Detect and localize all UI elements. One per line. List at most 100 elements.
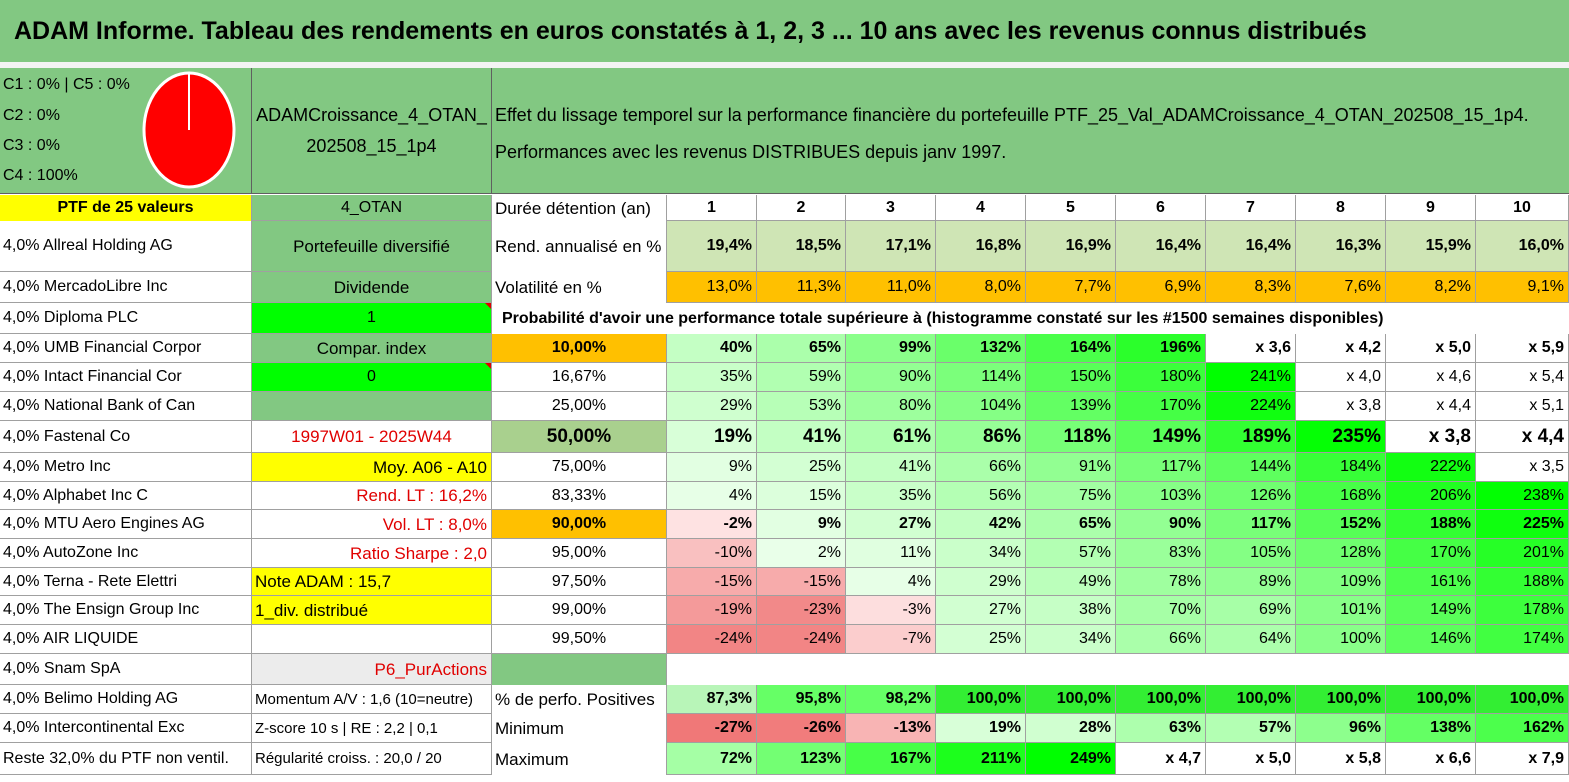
minimum-value: 138% — [1386, 714, 1476, 743]
momentum-label: Momentum A/V : 1,6 (10=neutre) — [252, 685, 492, 714]
probability-level: 75,00% — [492, 453, 667, 482]
probability-value: 19% — [667, 421, 757, 453]
probability-value: 117% — [1116, 453, 1206, 482]
probability-value: 41% — [757, 421, 846, 453]
probability-value: 241% — [1206, 363, 1296, 392]
year-header: 4 — [936, 195, 1026, 221]
probability-value: 224% — [1206, 392, 1296, 421]
volatility-value: 8,0% — [936, 272, 1026, 303]
index-label: Compar. index — [252, 334, 492, 363]
holding-row: 4,0% MercadoLibre Inc — [0, 272, 252, 303]
holding-row: 4,0% Alphabet Inc C — [0, 482, 252, 510]
probability-value: 184% — [1296, 453, 1386, 482]
dividend-label: Dividende — [252, 272, 492, 303]
positive-label: % de perfo. Positives — [492, 685, 667, 714]
probability-value: 66% — [1116, 625, 1206, 654]
pie-legend-c3: C3 : 0% — [3, 137, 60, 154]
holding-row: 4,0% Intact Financial Cor — [0, 363, 252, 392]
probability-value: 9% — [667, 453, 757, 482]
probability-value: 117% — [1206, 510, 1296, 539]
average-label: Moy. A06 - A10 — [252, 453, 492, 482]
year-header: 7 — [1206, 195, 1296, 221]
probability-value: 41% — [846, 453, 936, 482]
comment-marker-icon — [485, 363, 491, 369]
probability-value: x 4,6 — [1386, 363, 1476, 392]
probability-value: 40% — [667, 334, 757, 363]
adam-note: Note ADAM : 15,7 — [252, 568, 492, 596]
probability-value: 201% — [1476, 539, 1569, 568]
return-value: 16,4% — [1116, 221, 1206, 272]
probability-value: 56% — [936, 482, 1026, 510]
probability-value: 149% — [1386, 596, 1476, 625]
probability-value: 103% — [1116, 482, 1206, 510]
pie-legend: C1 : 0% | C5 : 0% C2 : 0% C3 : 0% C4 : 1… — [0, 68, 252, 194]
probability-value: 164% — [1026, 334, 1116, 363]
probability-value: 34% — [936, 539, 1026, 568]
probability-value: 91% — [1026, 453, 1116, 482]
probability-value: 114% — [936, 363, 1026, 392]
probability-value: 128% — [1296, 539, 1386, 568]
probability-value: 4% — [667, 482, 757, 510]
positive-value: 100,0% — [1026, 685, 1116, 714]
minimum-value: -27% — [667, 714, 757, 743]
volatility-value: 11,3% — [757, 272, 846, 303]
probability-value: 139% — [1026, 392, 1116, 421]
maximum-value: 249% — [1026, 743, 1116, 775]
portfolio-name-line2: 202508_15_1p4 — [306, 136, 437, 156]
diversified-label: Portefeuille diversifié — [252, 221, 492, 272]
year-header: 3 — [846, 195, 936, 221]
return-value: 19,4% — [667, 221, 757, 272]
portfolio-name-line1: ADAMCroissance_4_OTAN_ — [256, 105, 487, 125]
probability-value: x 4,4 — [1476, 421, 1569, 453]
long-term-volatility: Vol. LT : 8,0% — [252, 510, 492, 539]
probability-value: 65% — [757, 334, 846, 363]
pur-actions-label: P6_PurActions — [252, 654, 492, 685]
probability-value: 132% — [936, 334, 1026, 363]
probability-value: 66% — [936, 453, 1026, 482]
holding-row: 4,0% Diploma PLC — [0, 303, 252, 334]
probability-value: 69% — [1206, 596, 1296, 625]
return-value: 16,8% — [936, 221, 1026, 272]
holding-row: 4,0% Snam SpA — [0, 654, 252, 685]
probability-value: 170% — [1386, 539, 1476, 568]
year-header: 9 — [1386, 195, 1476, 221]
probability-value: x 5,1 — [1476, 392, 1569, 421]
minimum-value: 63% — [1116, 714, 1206, 743]
probability-value: -15% — [667, 568, 757, 596]
probability-value: -3% — [846, 596, 936, 625]
index-value: 0 — [252, 363, 492, 392]
probability-value: x 4,0 — [1296, 363, 1386, 392]
probability-value: 101% — [1296, 596, 1386, 625]
probability-value: 109% — [1296, 568, 1386, 596]
probability-value: 57% — [1026, 539, 1116, 568]
probability-value: x 3,8 — [1296, 392, 1386, 421]
probability-level: 10,00% — [492, 334, 667, 363]
probability-value: 27% — [936, 596, 1026, 625]
probability-value: 64% — [1206, 625, 1296, 654]
maximum-value: x 5,8 — [1296, 743, 1386, 775]
positive-value: 95,8% — [757, 685, 846, 714]
probability-level: 16,67% — [492, 363, 667, 392]
empty-cell — [252, 625, 492, 654]
probability-value: 126% — [1206, 482, 1296, 510]
zscore-label: Z-score 10 s | RE : 2,2 | 0,1 — [252, 714, 492, 743]
probability-value: 104% — [936, 392, 1026, 421]
title-bar: ADAM Informe. Tableau des rendements en … — [0, 0, 1569, 62]
probability-value: x 3,6 — [1206, 334, 1296, 363]
holding-row: 4,0% AutoZone Inc — [0, 539, 252, 568]
dividend-value: 1 — [252, 303, 492, 334]
maximum-value: 211% — [936, 743, 1026, 775]
holding-row: 4,0% AIR LIQUIDE — [0, 625, 252, 654]
holding-row: 4,0% Belimo Holding AG — [0, 685, 252, 714]
probability-value: 27% — [846, 510, 936, 539]
positive-value: 100,0% — [1476, 685, 1569, 714]
probability-level: 99,50% — [492, 625, 667, 654]
positive-value: 100,0% — [1206, 685, 1296, 714]
probability-value: 25% — [936, 625, 1026, 654]
probability-value: 99% — [846, 334, 936, 363]
holding-row: 4,0% Terna - Rete Elettri — [0, 568, 252, 596]
probability-value: 174% — [1476, 625, 1569, 654]
dividend-value-text: 1 — [367, 309, 376, 326]
dividend-distribution: 1_div. distribué — [252, 596, 492, 625]
probability-value: 15% — [757, 482, 846, 510]
